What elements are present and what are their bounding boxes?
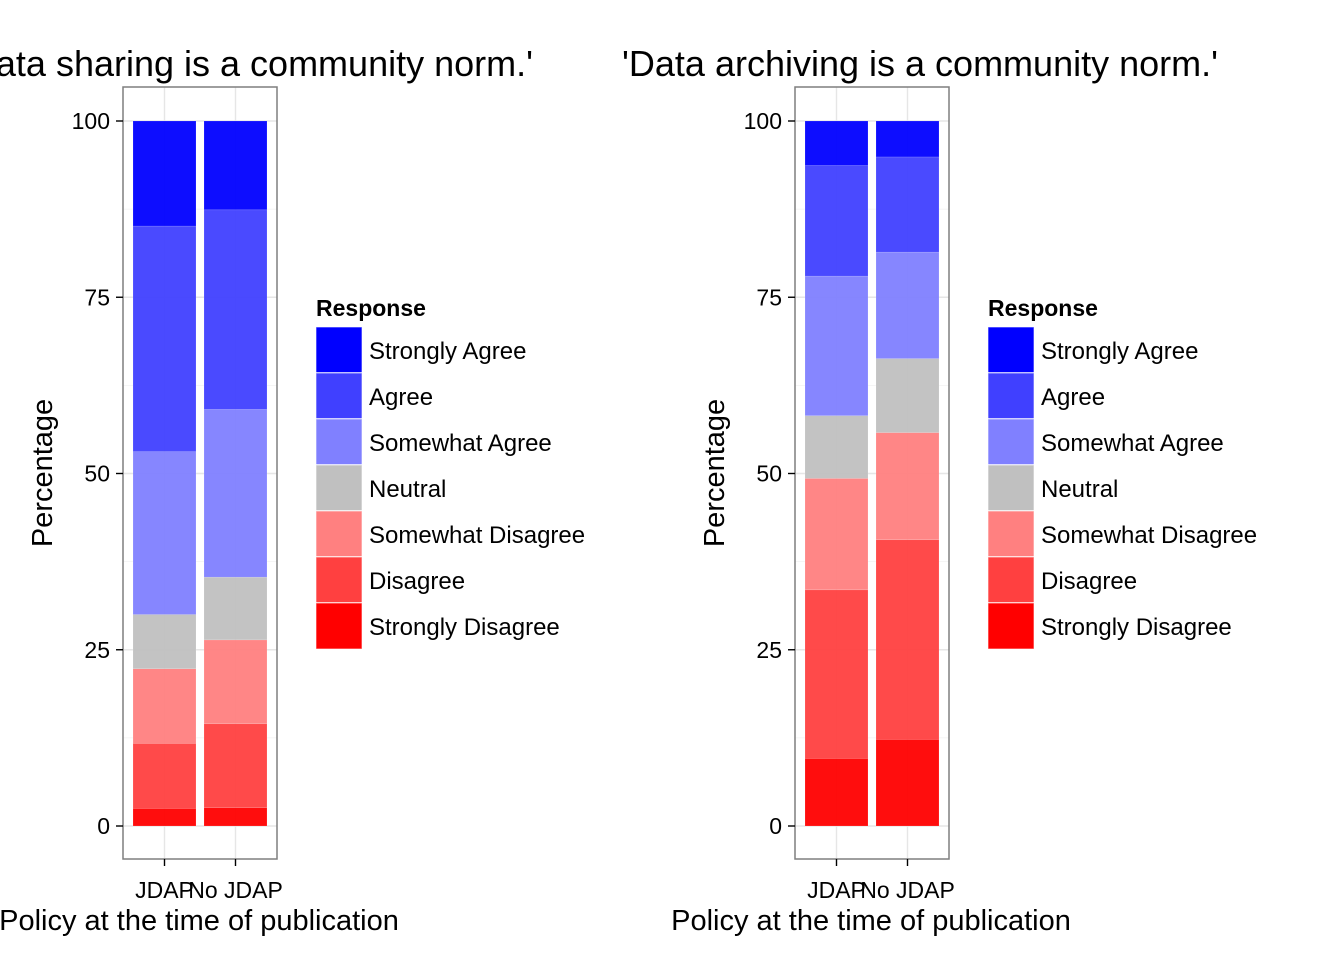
bar-segment	[132, 120, 197, 227]
bar-segment	[804, 275, 869, 416]
x-tick-label: No JDAP	[860, 877, 955, 903]
bar-segment	[203, 209, 268, 410]
legend-swatch	[315, 326, 363, 374]
legend-swatch	[987, 418, 1035, 466]
bar-segment	[203, 409, 268, 578]
x-axis-title: Policy at the time of publication	[671, 905, 1071, 937]
bar-segment	[804, 165, 869, 277]
legend-item-label: Strongly Disagree	[1041, 614, 1232, 641]
legend-title: Response	[988, 295, 1098, 321]
y-axis-title: Percentage	[27, 399, 59, 547]
legend-swatch	[315, 464, 363, 512]
bar-segment	[875, 739, 940, 827]
legend: Response Strongly Agree Agree Somewhat Agre…	[987, 295, 1257, 650]
bar-segment	[875, 120, 940, 158]
bar-segment	[804, 120, 869, 166]
bar-segment	[875, 432, 940, 541]
legend-item-label: Disagree	[1041, 568, 1137, 595]
legend-item-label: Somewhat Agree	[1041, 430, 1224, 457]
bar-segment	[132, 743, 197, 809]
y-tick-label: 75	[84, 284, 110, 310]
bar-segment	[132, 451, 197, 615]
legend-swatch	[987, 326, 1035, 374]
legend-swatch	[987, 556, 1035, 604]
legend-item-label: Disagree	[369, 568, 465, 595]
y-tick-label: 75	[756, 284, 782, 310]
y-tick-label: 25	[756, 637, 782, 663]
bar-segment	[804, 589, 869, 759]
bar-segment	[804, 415, 869, 479]
bar-segment	[875, 156, 940, 253]
bar-segment	[875, 358, 940, 433]
y-tick-label: 50	[84, 461, 110, 487]
legend-item-label: Neutral	[1041, 476, 1118, 503]
legend-swatch	[987, 602, 1035, 650]
legend-swatch	[315, 372, 363, 420]
legend-swatch	[315, 510, 363, 558]
legend-item-label: Somewhat Agree	[369, 430, 552, 457]
legend-item-label: Agree	[1041, 384, 1105, 411]
bar-segment	[203, 576, 268, 641]
bar-segment	[203, 723, 268, 808]
bar-segment	[804, 758, 869, 827]
x-axis-title: Policy at the time of publication	[0, 905, 399, 937]
legend-swatch	[987, 510, 1035, 558]
bar-segment	[875, 539, 940, 740]
bar-segment	[132, 614, 197, 670]
legend-swatch	[987, 372, 1035, 420]
y-tick-label: 100	[744, 108, 782, 134]
bar-segment	[132, 225, 197, 452]
legend-item-label: Strongly Disagree	[369, 614, 560, 641]
legend-swatch	[315, 602, 363, 650]
bar-segment	[203, 120, 268, 211]
legend-item-label: Strongly Agree	[1041, 338, 1198, 365]
legend-item-label: Agree	[369, 384, 433, 411]
x-tick-label: No JDAP	[188, 877, 283, 903]
legend-item-label: Somewhat Disagree	[1041, 522, 1257, 549]
legend-item-label: Somewhat Disagree	[369, 522, 585, 549]
bar-segment	[875, 251, 940, 359]
bar-segment	[132, 668, 197, 744]
chart-title: 'Data sharing is a community norm.'	[0, 43, 533, 84]
legend-swatch	[987, 464, 1035, 512]
bar-segment	[203, 807, 268, 827]
y-tick-label: 100	[72, 108, 110, 134]
bar-segment	[203, 639, 268, 725]
legend: Response Strongly Agree Agree Somewhat Agre…	[315, 295, 585, 650]
y-tick-label: 0	[97, 813, 110, 839]
legend-swatch	[315, 418, 363, 466]
legend-item-label: Strongly Agree	[369, 338, 526, 365]
x-tick-label: JDAP	[807, 877, 866, 903]
y-tick-label: 50	[756, 461, 782, 487]
legend-item-label: Neutral	[369, 476, 446, 503]
x-tick-label: JDAP	[135, 877, 194, 903]
legend-title: Response	[316, 295, 426, 321]
y-axis-title: Percentage	[699, 399, 731, 547]
bar-segment	[132, 808, 197, 827]
legend-swatch	[315, 556, 363, 604]
chart-title: 'Data archiving is a community norm.'	[622, 43, 1218, 84]
y-tick-label: 25	[84, 637, 110, 663]
bar-segment	[804, 478, 869, 591]
y-tick-label: 0	[769, 813, 782, 839]
